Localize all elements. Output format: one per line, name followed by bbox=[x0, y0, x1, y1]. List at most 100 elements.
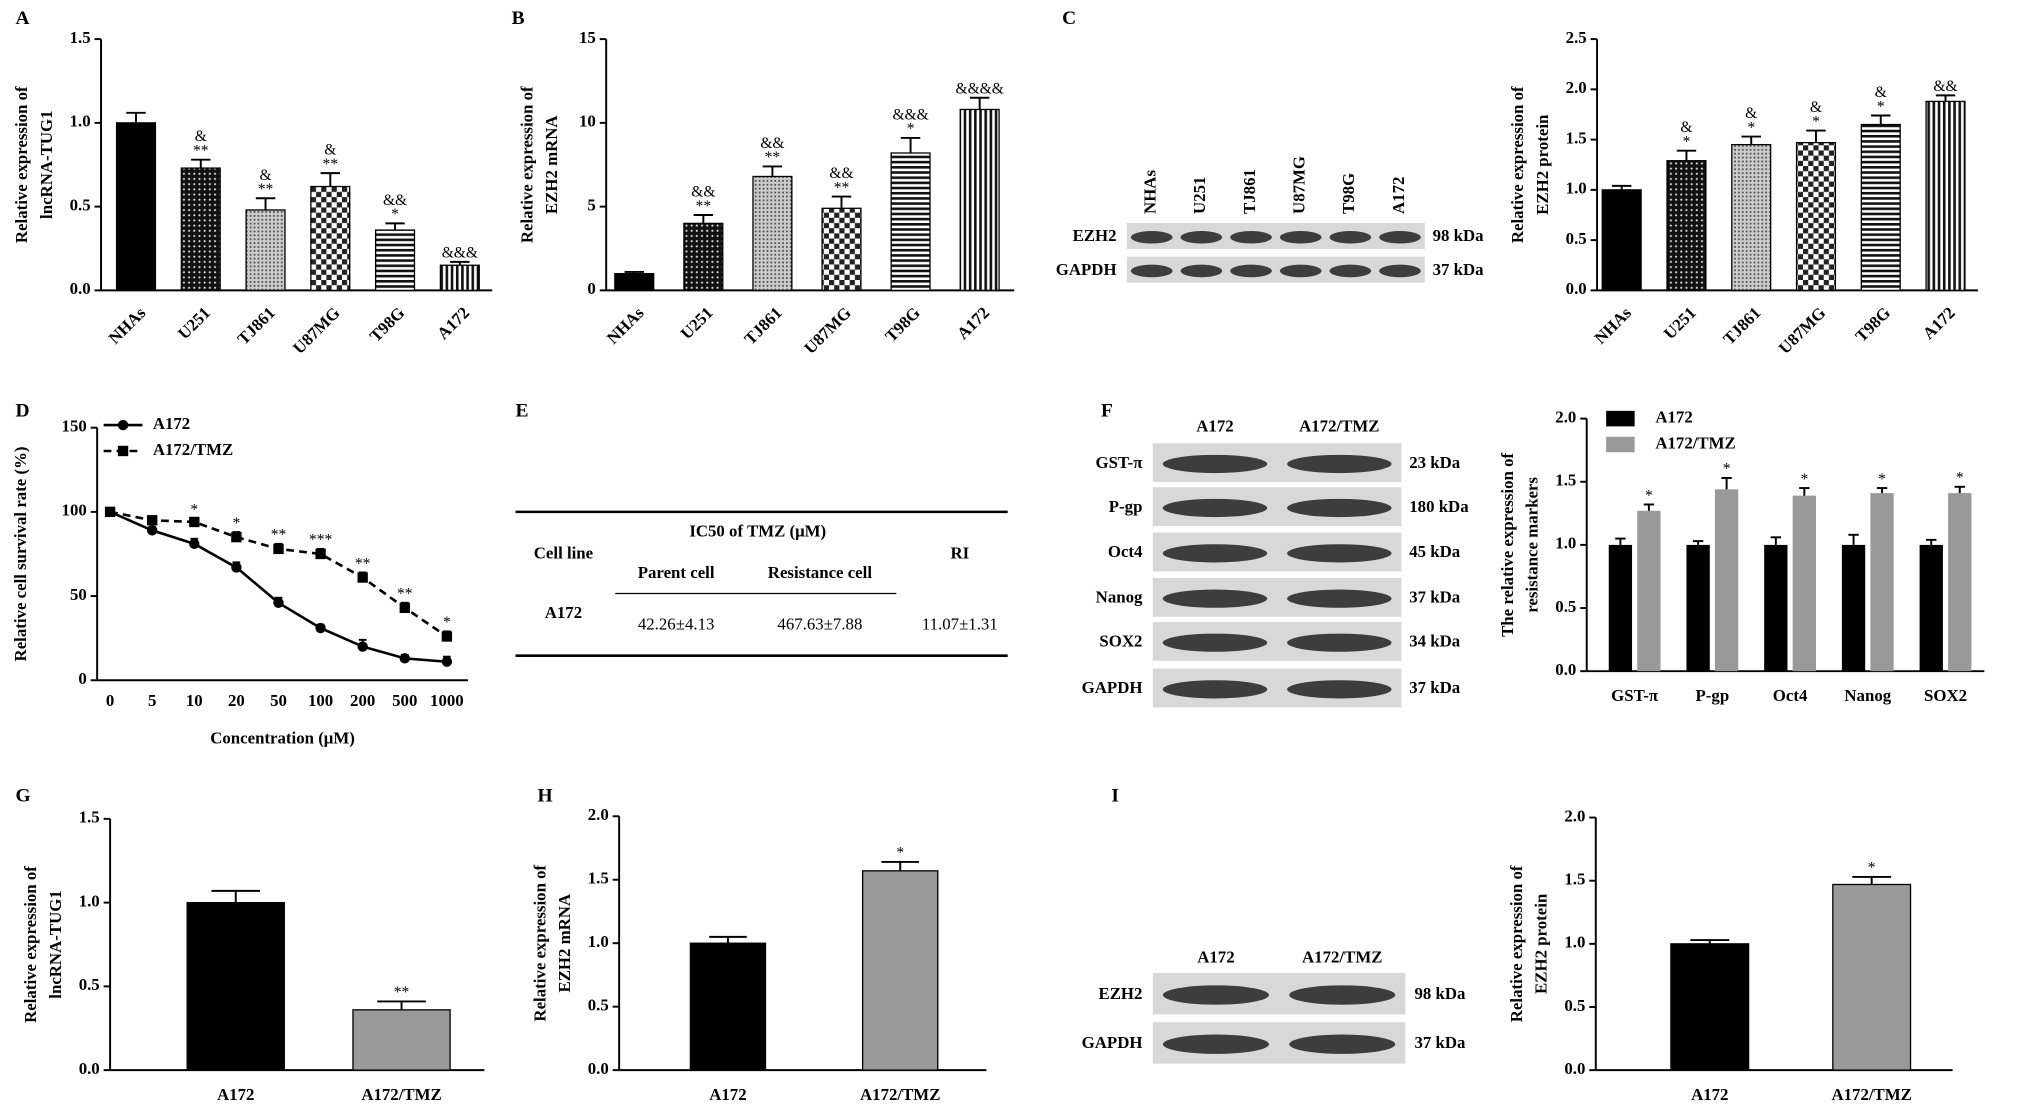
significance: ** bbox=[323, 156, 339, 173]
blot-band bbox=[1230, 231, 1272, 244]
marker bbox=[273, 543, 284, 555]
blot-row-label: SOX2 bbox=[1099, 632, 1142, 651]
blot-row-label: P-gp bbox=[1109, 497, 1143, 516]
blot-band bbox=[1379, 231, 1421, 244]
x-tick-label: A172/TMZ bbox=[361, 1085, 441, 1104]
x-tick-label: A172 bbox=[433, 303, 473, 343]
blot-row-label: GAPDH bbox=[1082, 1033, 1143, 1052]
y-axis-label: Relative expression of bbox=[1507, 865, 1526, 1022]
x-tick-label: A172 bbox=[217, 1085, 254, 1104]
bar bbox=[180, 167, 221, 292]
significance: * bbox=[907, 121, 915, 138]
x-tick-label: 500 bbox=[392, 691, 417, 710]
x-tick-label: A172 bbox=[1919, 303, 1959, 343]
y-tick-label: 0.5 bbox=[79, 975, 100, 994]
significance: ** bbox=[696, 198, 712, 215]
significance: & bbox=[324, 142, 336, 159]
blot-band bbox=[1230, 264, 1272, 278]
bar bbox=[614, 272, 655, 292]
bar bbox=[310, 185, 351, 292]
marker bbox=[231, 562, 242, 573]
bar bbox=[862, 870, 939, 1071]
y-tick-label: 0.0 bbox=[70, 279, 91, 298]
significance: &&& bbox=[442, 245, 478, 262]
significance: & bbox=[1745, 105, 1757, 122]
legend-marker bbox=[117, 445, 129, 457]
bar bbox=[683, 222, 724, 292]
bar bbox=[1925, 100, 1966, 292]
y-axis-label: EZH2 protein bbox=[1532, 893, 1551, 994]
legend-label: A172 bbox=[153, 414, 190, 433]
marker bbox=[399, 602, 410, 614]
y-tick-label: 0.5 bbox=[1566, 229, 1587, 248]
significance: ** bbox=[397, 586, 413, 603]
significance: & bbox=[259, 167, 271, 184]
y-tick-label: 15 bbox=[579, 28, 596, 47]
blot-band bbox=[1162, 454, 1268, 474]
y-axis-label: EZH2 mRNA bbox=[542, 115, 561, 214]
significance: ** bbox=[765, 149, 781, 166]
panel-label: F bbox=[1101, 401, 1113, 422]
blot-column-label: A172/TMZ bbox=[1299, 417, 1379, 436]
blot-band bbox=[1279, 231, 1322, 244]
significance: &&&& bbox=[955, 81, 1003, 98]
y-tick-label: 1.5 bbox=[1564, 870, 1585, 889]
y-tick-label: 1.0 bbox=[588, 932, 609, 951]
blot-size-label: 37 kDa bbox=[1414, 1033, 1466, 1052]
blot-size-label: 37 kDa bbox=[1433, 260, 1485, 279]
y-tick-label: 50 bbox=[70, 585, 87, 604]
significance: ** bbox=[355, 555, 371, 572]
blot-band bbox=[1162, 985, 1269, 1005]
blot-column-label: A172/TMZ bbox=[1302, 948, 1382, 967]
y-tick-label: 1.0 bbox=[1564, 933, 1585, 952]
panel-label: H bbox=[538, 785, 553, 806]
significance: & bbox=[195, 128, 207, 145]
bar bbox=[959, 108, 1000, 292]
marker bbox=[315, 548, 326, 560]
y-axis-label: Relative expression of bbox=[530, 864, 549, 1021]
x-tick-label: TJ861 bbox=[1719, 303, 1764, 348]
significance: * bbox=[190, 501, 198, 518]
blot-row-label: GAPDH bbox=[1056, 260, 1117, 279]
x-tick-label: SOX2 bbox=[1924, 686, 1967, 705]
x-tick-label: U251 bbox=[677, 303, 717, 343]
legend-label: A172 bbox=[1655, 407, 1692, 426]
panel-label: I bbox=[1111, 785, 1119, 806]
bar bbox=[186, 901, 285, 1071]
blot-column-label: A172 bbox=[1197, 948, 1234, 967]
marker bbox=[147, 525, 158, 536]
blot-size-label: 98 kDa bbox=[1414, 984, 1466, 1003]
x-tick-label: 200 bbox=[350, 691, 375, 710]
marker bbox=[147, 515, 158, 526]
y-tick-label: 10 bbox=[579, 112, 596, 131]
bar bbox=[821, 207, 862, 292]
x-tick-label: P-gp bbox=[1696, 686, 1730, 705]
x-tick-label: U251 bbox=[174, 303, 214, 343]
x-tick-label: 50 bbox=[270, 691, 287, 710]
x-tick-label: NHAs bbox=[105, 303, 150, 348]
blot-band bbox=[1130, 231, 1173, 244]
bar bbox=[1919, 544, 1943, 672]
bar bbox=[752, 175, 793, 292]
significance: && bbox=[691, 184, 715, 201]
bar bbox=[352, 1009, 451, 1071]
blot-band bbox=[1287, 589, 1392, 608]
y-axis-label: The relative expression of bbox=[1498, 453, 1517, 637]
blot-size-label: 180 kDa bbox=[1409, 497, 1469, 516]
blot-strip bbox=[1126, 223, 1425, 249]
bar bbox=[1948, 493, 1972, 672]
table-e: Cell line IC50 of TMZ (μM) RI Parent cel… bbox=[515, 510, 1008, 657]
marker bbox=[189, 538, 200, 550]
y-tick-label: 150 bbox=[62, 417, 87, 436]
blot-row-label: EZH2 bbox=[1098, 984, 1142, 1003]
blot-band bbox=[1289, 985, 1396, 1005]
y-tick-label: 1.5 bbox=[1555, 471, 1576, 490]
blot-band bbox=[1279, 264, 1322, 278]
bar bbox=[1670, 943, 1750, 1071]
bar bbox=[374, 229, 416, 292]
bar bbox=[1666, 160, 1707, 292]
bar bbox=[1841, 544, 1866, 672]
y-axis-label: lncRNA-TUG1 bbox=[46, 890, 65, 998]
x-tick-label: 0 bbox=[106, 691, 114, 710]
significance: && bbox=[760, 135, 784, 152]
